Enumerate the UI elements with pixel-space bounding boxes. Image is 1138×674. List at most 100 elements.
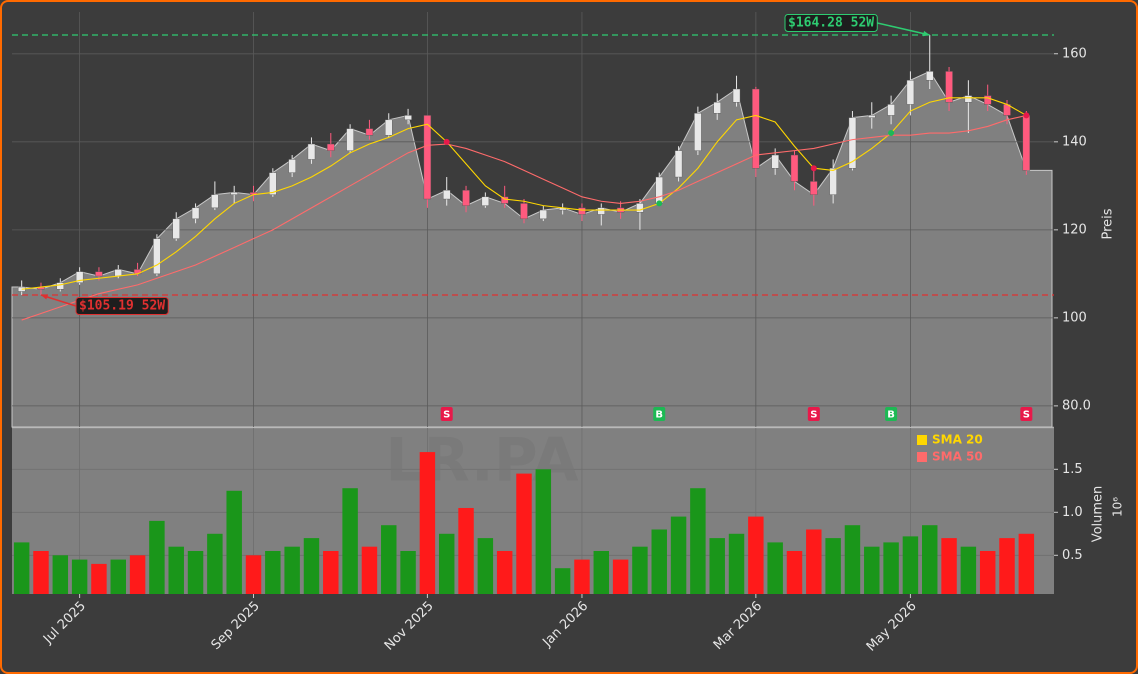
price-area [11,70,1053,428]
volume-bar [245,555,262,594]
volume-bar [477,538,494,594]
legend-label: SMA 50 [932,450,983,464]
candle-body [732,88,741,103]
volume-bar [748,516,764,594]
candle-body [114,269,122,277]
candle-body [462,190,470,206]
x-tick-label: Jan 2026 [539,599,591,651]
y-axis-label: Preis [1101,208,1116,239]
volume-bar [284,546,300,594]
volume-bar [52,555,69,594]
volume-bar [999,538,1015,594]
volume-bar [168,546,184,594]
volume-bar [690,488,706,594]
signal-label: S [1023,410,1030,421]
y-axis-label: Volumen [1091,486,1106,543]
volume-bar [400,550,416,594]
candle-body [211,194,219,209]
candle-body [887,104,895,116]
candle-body [172,218,180,239]
candle-body [848,117,857,169]
candle-body [230,192,238,195]
candle-body [443,190,451,200]
candle-body [404,115,412,121]
x-tick-label: Nov 2025 [382,599,437,654]
signal-label: S [443,410,450,421]
x-tick-label: Jul 2025 [40,599,89,648]
candle-body [307,143,316,160]
y-tick-label: 0.5 [1062,548,1083,563]
volume-bar [323,550,339,594]
candle-body [423,115,432,200]
volume-bar [226,490,242,594]
level-label: $105.19 52W [79,299,165,314]
candle-body [481,196,490,206]
volume-bar [149,520,165,594]
volume-bar [864,546,880,594]
signal-badge [807,407,820,421]
legend-label: SMA 20 [932,433,983,447]
volume-bar [496,550,513,594]
volume-bar [960,546,977,594]
candle-body [926,71,934,81]
volume-bar [593,550,610,594]
volume-bar [110,559,126,594]
volume-bar [825,538,841,594]
x-tick-label: Sep 2025 [209,599,263,653]
level-label: $164.28 52W [788,16,874,31]
candle-body [269,172,277,195]
y-tick-label: 100 [1062,310,1087,325]
candle-body [578,207,586,215]
signal-label: B [887,410,895,421]
candle-body [713,102,721,114]
volume-bar [844,525,861,594]
candle-body [597,207,605,215]
label-arrow [877,22,930,36]
x-tick-label: May 2026 [864,599,920,655]
volume-bar [574,559,590,594]
candle-body [964,95,973,103]
volume-bar [670,516,687,594]
y-tick-label: 160 [1062,46,1087,61]
signal-badge [885,407,898,421]
candle-body [365,128,374,136]
candle-body [752,88,760,169]
volume-bar [709,538,725,594]
volume-panel [12,428,1054,594]
signal-badge [1020,407,1033,421]
level-annotation: $164.28 52W [784,14,930,37]
sma-line [21,114,1027,321]
candle-body [771,154,779,169]
candle-body [520,203,528,220]
signal-badge [653,407,666,421]
candle-body [829,168,837,195]
candle-body [385,119,393,136]
signal-label: B [655,410,663,421]
volume-bar [1018,533,1035,594]
level-annotation: $105.19 52W [40,294,169,315]
volume-bar [806,529,822,594]
volume-bar [381,525,397,594]
candle-body [75,271,84,283]
candle-body [983,95,992,105]
signal-dot [888,130,895,137]
candle-body [288,159,296,173]
candle-body [95,271,103,277]
candle-body [500,196,509,204]
candle-body [655,176,663,204]
y-tick-label: 80.0 [1062,398,1091,413]
volume-bar [438,533,455,594]
y-tick-label: 140 [1062,134,1087,149]
arrow-head [40,294,48,300]
volume-bar [516,473,532,594]
volume-bar [902,536,919,594]
volume-bar [632,546,648,594]
volume-bar [786,550,803,594]
candle-body [906,80,915,105]
volume-bar [767,542,783,594]
volume-bar [265,550,281,594]
volume-bar [207,533,223,594]
candle-body [346,128,354,151]
